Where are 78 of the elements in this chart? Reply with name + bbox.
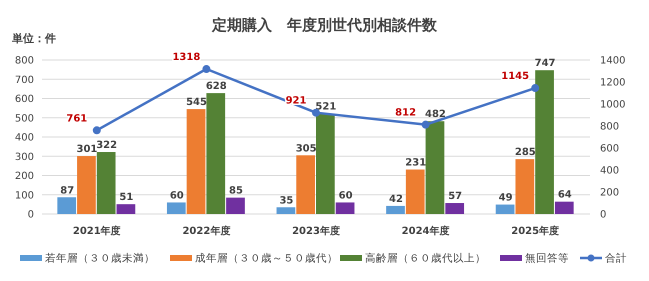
data-label: 49 xyxy=(498,192,513,204)
y-tick-label: 100 xyxy=(14,190,34,202)
bar xyxy=(166,202,186,214)
data-label: 64 xyxy=(558,190,572,201)
bar xyxy=(445,203,464,214)
data-label: 747 xyxy=(534,58,556,70)
data-label: 1318 xyxy=(172,52,200,64)
bar xyxy=(186,109,206,214)
data-label: 231 xyxy=(405,158,426,169)
bar xyxy=(296,155,315,214)
chart-title: 定期購入 年度別世代別相談件数 xyxy=(211,16,438,34)
bar xyxy=(57,197,76,214)
x-tick-label: 2021年度 xyxy=(72,225,121,237)
bar xyxy=(96,152,116,214)
data-label: 1145 xyxy=(501,71,530,82)
bar xyxy=(226,198,245,214)
y2-tick-label: 600 xyxy=(600,144,620,154)
y2-tick-label: 1000 xyxy=(600,100,626,110)
y-tick-label: 800 xyxy=(14,56,34,66)
data-label: 60 xyxy=(338,190,353,202)
y2-tick-label: 1400 xyxy=(600,56,626,66)
data-label: 57 xyxy=(448,191,462,202)
legend-label: 若年層（３０歳未満） xyxy=(45,252,155,265)
y2-tick-label: 800 xyxy=(600,122,620,132)
y-tick-label: 600 xyxy=(14,94,34,105)
data-label: 51 xyxy=(119,192,134,204)
data-label: 285 xyxy=(514,147,536,158)
data-label: 521 xyxy=(315,102,336,113)
x-tick-label: 2022年度 xyxy=(182,225,230,237)
x-tick-label: 2023年度 xyxy=(292,225,340,237)
bar xyxy=(386,206,405,214)
y2-tick-label: 200 xyxy=(600,188,620,198)
bar xyxy=(116,204,136,214)
bar xyxy=(77,156,96,214)
y-axis-title: 単位：件 xyxy=(11,32,56,45)
x-tick-label: 2025年度 xyxy=(511,225,560,237)
y2-tick-label: 1200 xyxy=(600,78,626,88)
bar xyxy=(554,202,574,214)
x-tick-label: 2024年度 xyxy=(402,225,450,237)
legend-label: 無回答等 xyxy=(525,252,569,265)
bar xyxy=(535,70,554,214)
data-label: 305 xyxy=(296,143,317,154)
data-label: 60 xyxy=(170,190,184,202)
point xyxy=(92,126,101,134)
legend-label: 合計 xyxy=(605,252,627,265)
data-label: 42 xyxy=(389,194,404,205)
data-label: 35 xyxy=(279,195,294,206)
bar xyxy=(276,207,296,214)
point xyxy=(312,108,320,117)
y2-tick-label: 400 xyxy=(600,166,620,176)
y2-tick-label: 0 xyxy=(600,210,606,220)
data-label: 482 xyxy=(425,109,446,120)
bar xyxy=(496,204,514,214)
data-label: 322 xyxy=(96,140,118,152)
y-tick-label: 0 xyxy=(28,210,34,220)
data-label: 301 xyxy=(76,144,98,156)
y-tick-label: 300 xyxy=(14,152,34,163)
y-tick-label: 200 xyxy=(14,171,34,182)
point xyxy=(422,120,430,129)
bar xyxy=(406,170,425,214)
data-label: 761 xyxy=(66,113,88,124)
legend-label: 高齢層（６０歳代以上） xyxy=(365,252,486,265)
bar xyxy=(426,121,444,214)
bar xyxy=(336,202,354,214)
legend-label: 成年層（３０歳～５０歳代） xyxy=(195,252,338,265)
data-label: 628 xyxy=(206,81,227,92)
y-tick-label: 500 xyxy=(14,113,34,124)
bar xyxy=(316,114,335,214)
bar xyxy=(515,159,534,214)
data-label: 545 xyxy=(186,97,208,108)
point xyxy=(202,65,210,74)
bar xyxy=(206,93,226,214)
data-label: 85 xyxy=(229,186,243,197)
data-label: 812 xyxy=(395,108,416,119)
y-tick-label: 400 xyxy=(14,132,34,144)
point xyxy=(531,84,540,92)
y-tick-label: 700 xyxy=(14,74,34,86)
data-label: 87 xyxy=(60,185,74,196)
